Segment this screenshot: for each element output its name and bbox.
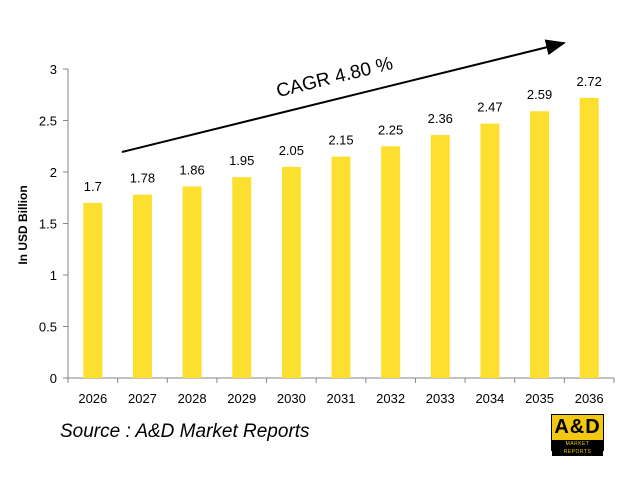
bar-2029 bbox=[232, 177, 252, 378]
source-caption: Source : A&D Market Reports bbox=[60, 421, 310, 442]
logo-text: A&D bbox=[554, 416, 601, 438]
bar-2035 bbox=[530, 111, 550, 378]
bar-2027 bbox=[132, 194, 152, 378]
data-label-2034: 2.47 bbox=[477, 100, 502, 115]
bars: 2026 1.7 2027 1.78 2028 1.86 2029 1.95 2030 2.05 2… bbox=[78, 74, 603, 406]
x-tick-label: 2034 bbox=[475, 391, 504, 406]
x-tick-label: 2026 bbox=[78, 391, 107, 406]
x-tick-label: 2027 bbox=[128, 391, 157, 406]
logo-subtext: MARKET REPORTS bbox=[552, 440, 603, 456]
data-label-2026: 1.7 bbox=[84, 179, 102, 194]
x-tick-label: 2030 bbox=[277, 391, 306, 406]
bar-2028 bbox=[182, 186, 202, 378]
bar-2030 bbox=[281, 166, 301, 378]
bar-2031 bbox=[331, 156, 351, 378]
y-tick-label: 2 bbox=[50, 165, 57, 180]
brand-logo: A&D MARKET REPORTS bbox=[551, 414, 604, 456]
x-tick-label: 2036 bbox=[575, 391, 604, 406]
x-tick-label: 2032 bbox=[376, 391, 405, 406]
x-tick-label: 2028 bbox=[178, 391, 207, 406]
bar-2034 bbox=[480, 123, 500, 378]
data-label-2036: 2.72 bbox=[577, 74, 602, 89]
y-tick-label: 1 bbox=[50, 268, 57, 283]
data-label-2031: 2.15 bbox=[328, 133, 353, 148]
bar-2036 bbox=[579, 97, 599, 378]
y-tick-label: 1.5 bbox=[39, 217, 57, 232]
y-tick-label: 0.5 bbox=[39, 320, 57, 335]
x-tick-label: 2031 bbox=[327, 391, 356, 406]
cagr-annotation: CAGR 4.80 % bbox=[274, 53, 395, 102]
data-label-2033: 2.36 bbox=[428, 111, 453, 126]
x-tick-label: 2029 bbox=[227, 391, 256, 406]
data-label-2035: 2.59 bbox=[527, 87, 552, 102]
data-label-2032: 2.25 bbox=[378, 122, 403, 137]
y-axis-label: In USD Billion bbox=[16, 185, 30, 264]
data-label-2029: 1.95 bbox=[229, 153, 254, 168]
data-label-2028: 1.86 bbox=[179, 162, 204, 177]
axes: 0 0.5 1 1.5 2 2.5 3 bbox=[39, 62, 615, 386]
data-label-2027: 1.78 bbox=[130, 171, 155, 186]
y-tick-label: 3 bbox=[50, 62, 57, 77]
y-tick-label: 0 bbox=[50, 371, 57, 386]
bar-2026 bbox=[83, 202, 103, 378]
x-tick-label: 2033 bbox=[426, 391, 455, 406]
bar-2033 bbox=[430, 134, 450, 378]
y-tick-label: 2.5 bbox=[39, 114, 57, 129]
x-tick-label: 2035 bbox=[525, 391, 554, 406]
cagr-arrow bbox=[121, 39, 566, 153]
data-label-2030: 2.05 bbox=[279, 143, 304, 158]
bar-2032 bbox=[381, 146, 401, 378]
